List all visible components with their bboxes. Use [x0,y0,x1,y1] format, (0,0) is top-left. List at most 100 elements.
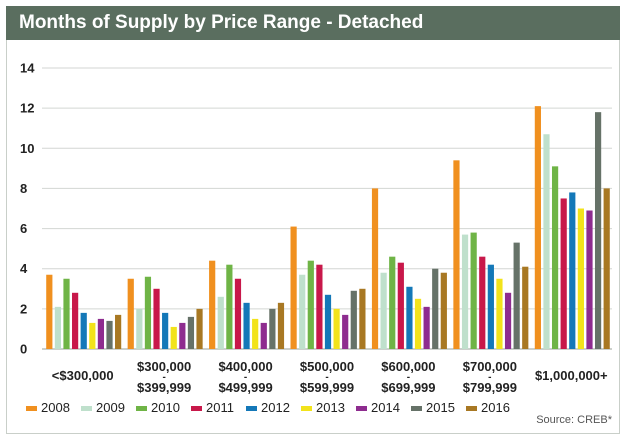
bar-2015 [594,112,602,350]
bar-2008 [290,226,297,349]
bar-2008 [371,188,379,349]
legend-label: 2008 [41,400,70,415]
bar-2013 [496,278,503,349]
bar-2010 [226,264,233,349]
bar-2010 [144,276,152,349]
bar-2012 [406,286,413,349]
legend-label: 2015 [426,400,455,415]
x-tick-label: - [162,372,165,383]
bar-2009 [217,296,224,349]
legend-label: 2010 [151,400,180,415]
bar-2011 [153,288,160,349]
bar-2014 [504,292,512,349]
y-tick-label: 8 [20,181,27,196]
bar-2010 [389,256,396,349]
x-tick-label: $300,000 [137,359,191,374]
bar-2012 [162,312,169,349]
bar-2014 [97,318,105,349]
bar-2009 [543,134,550,349]
bar-2016 [115,314,122,349]
bar-2009 [461,234,469,349]
bar-2008 [209,260,216,349]
bar-2013 [577,208,584,349]
x-tick-label: $399,999 [137,380,191,395]
bar-2014 [260,322,267,349]
x-tick-label: $499,999 [218,380,272,395]
bar-2014 [179,322,186,349]
bar-2016 [522,266,529,349]
legend-swatch-2009 [81,406,92,411]
bar-2009 [54,306,62,349]
bar-2015 [350,290,357,349]
bar-2015 [106,320,113,349]
legend-label: 2009 [96,400,125,415]
x-tick-label: - [407,372,410,383]
bar-2013 [333,308,340,349]
bar-2010 [551,166,559,349]
bar-2013 [252,318,259,349]
legend-label: 2014 [371,400,400,415]
bar-2011 [234,278,242,349]
bar-2008 [534,106,541,349]
bar-2009 [380,272,387,349]
bar-2015 [513,242,520,349]
legend-label: 2016 [481,400,510,415]
bar-2016 [196,308,203,349]
y-tick-label: 0 [20,342,27,357]
x-tick-label: $600,000 [381,359,435,374]
y-tick-label: 12 [20,101,34,116]
x-tick-label: $700,000 [463,359,517,374]
bar-2015 [269,308,276,349]
x-tick-label: $599,999 [300,380,354,395]
legend-swatch-2010 [136,406,147,411]
x-tick-label: <$300,000 [52,368,114,383]
bar-2010 [307,260,314,349]
bar-2015 [432,268,439,349]
legend-swatch-2015 [411,406,422,411]
bar-2014 [586,210,593,349]
bar-2016 [277,302,285,349]
bar-2015 [187,316,195,349]
chart-frame [6,6,620,434]
y-tick-label: 10 [20,141,34,156]
x-tick-label: $699,999 [381,380,435,395]
legend-swatch-2014 [356,406,367,411]
x-tick-label: - [244,372,247,383]
chart-title-bar: Months of Supply by Price Range - Detach… [6,6,620,40]
x-tick-label: $400,000 [218,359,272,374]
x-tick-label: $799,999 [463,380,517,395]
x-tick-label: $1,000,000+ [535,368,608,383]
bar-2011 [560,198,567,349]
legend-swatch-2013 [301,406,312,411]
bar-2008 [127,278,134,349]
bar-2012 [569,192,576,349]
legend-swatch-2011 [191,406,202,411]
bar-2010 [470,232,477,349]
x-tick-label: - [488,372,491,383]
legend-swatch-2008 [26,406,37,411]
bar-2008 [46,274,53,349]
legend-swatch-2012 [246,406,257,411]
bar-2013 [89,322,96,349]
bar-2012 [487,264,494,349]
bar-2012 [243,302,250,349]
bar-2012 [324,294,332,349]
x-tick-label: - [325,372,328,383]
bar-2011 [316,264,323,349]
y-tick-label: 2 [20,301,27,316]
y-tick-label: 14 [20,61,35,76]
bar-2011 [479,256,486,349]
bar-2014 [423,306,430,349]
bar-2009 [136,308,143,349]
legend-label: 2011 [206,400,234,415]
bar-2010 [63,278,70,349]
source-note: Source: CREB* [536,414,613,426]
bar-2011 [72,292,79,349]
bar-2013 [170,326,177,349]
y-tick-label: 4 [20,261,28,276]
bar-2009 [299,274,306,349]
bar-2016 [603,188,610,349]
bar-2011 [397,262,404,349]
bar-2016 [440,272,447,349]
